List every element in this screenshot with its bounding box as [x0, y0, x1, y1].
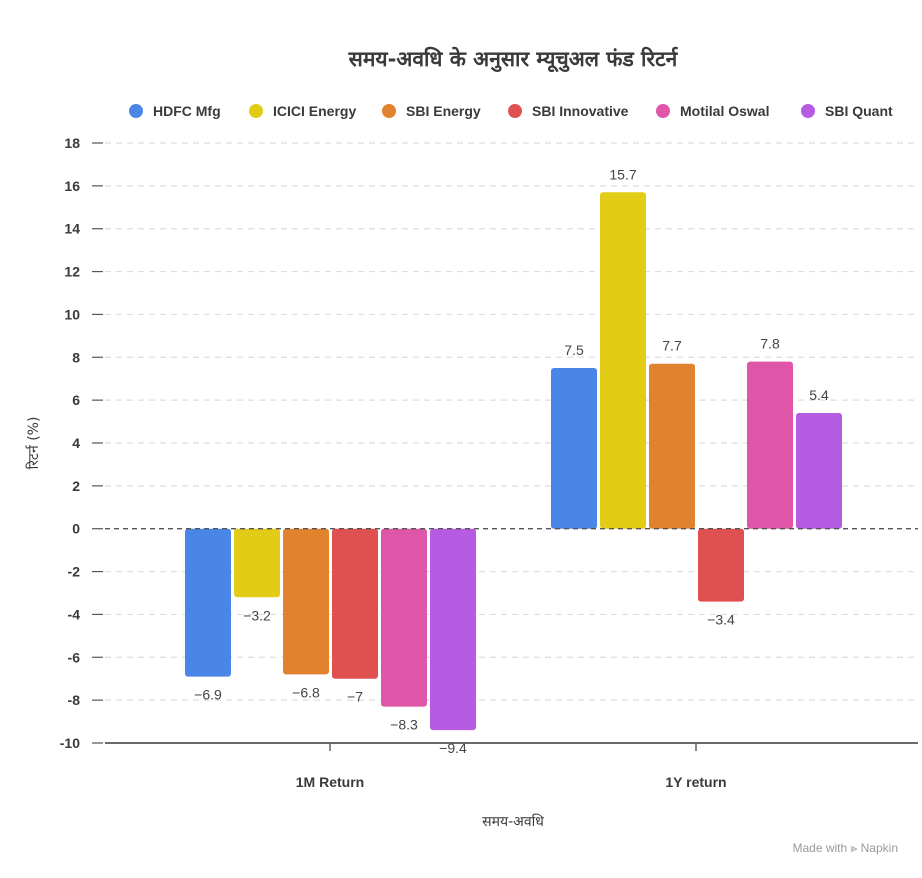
- legend-marker: [129, 104, 143, 118]
- value-label: −8.3: [390, 717, 418, 733]
- y-tick-label: 14: [64, 221, 80, 237]
- value-label: 7.7: [662, 338, 682, 354]
- legend-marker: [801, 104, 815, 118]
- bar: [283, 528, 329, 675]
- y-tick-label: 12: [64, 264, 80, 280]
- legend-label: ICICI Energy: [273, 103, 356, 119]
- value-label: −3.4: [707, 612, 735, 628]
- bar: [747, 361, 793, 529]
- legend-label: Motilal Oswal: [680, 103, 769, 119]
- bar: [698, 528, 744, 602]
- value-label: −3.2: [243, 607, 271, 623]
- value-label: 7.5: [564, 342, 584, 358]
- value-label: −7: [347, 689, 363, 705]
- bar: [234, 528, 280, 598]
- legend-marker: [249, 104, 263, 118]
- y-tick-label: -10: [60, 735, 80, 751]
- value-label: −6.8: [292, 684, 320, 700]
- y-axis-ticks: 18 16 14 12 10 8 6 4 2 0 -2 -4 -6 -8 -10: [60, 135, 103, 751]
- value-labels: −6.9 −3.2 −6.8 −7 −8.3 −9.4 7.5 15.7 7.7 −3.4 7.8 5…: [194, 166, 829, 756]
- made-with-text: Made with: [792, 841, 848, 855]
- bar: [551, 368, 597, 529]
- axes: [105, 528, 918, 744]
- y-tick-label: -8: [68, 692, 81, 708]
- legend: HDFC Mfg ICICI Energy SBI Energy SBI Innova…: [129, 103, 893, 119]
- legend-marker: [508, 104, 522, 118]
- bars: [185, 192, 842, 731]
- y-tick-label: -4: [68, 606, 81, 622]
- y-tick-label: -2: [68, 564, 81, 580]
- value-label: 5.4: [809, 387, 829, 403]
- legend-label: SBI Energy: [406, 103, 481, 119]
- value-label: −6.9: [194, 687, 222, 703]
- legend-label: SBI Quant: [825, 103, 893, 119]
- bar: [649, 363, 695, 529]
- y-tick-label: 0: [72, 521, 80, 537]
- value-label: 15.7: [609, 166, 636, 182]
- y-tick-label: 18: [64, 135, 80, 151]
- bar: [796, 413, 842, 529]
- y-tick-label: 16: [64, 178, 80, 194]
- bar: [332, 528, 378, 679]
- bar: [381, 528, 427, 707]
- y-tick-label: 4: [72, 435, 80, 451]
- y-tick-label: -6: [68, 649, 81, 665]
- y-tick-label: 2: [72, 478, 80, 494]
- watermark: Made with ⪢ Napkin: [792, 841, 898, 856]
- bar: [600, 192, 646, 529]
- legend-marker: [656, 104, 670, 118]
- legend-label: SBI Innovative: [532, 103, 629, 119]
- chart-title: समय-अवधि के अनुसार म्यूचुअल फंड रिटर्न: [348, 46, 679, 73]
- y-axis-title: रिटर्न (%): [25, 417, 42, 470]
- y-tick-label: 10: [64, 306, 80, 322]
- value-label: −9.4: [439, 740, 467, 756]
- y-tick-label: 6: [72, 392, 80, 408]
- brand-text: Napkin: [860, 841, 898, 855]
- legend-marker: [382, 104, 396, 118]
- bar: [185, 528, 231, 677]
- y-tick-label: 8: [72, 349, 80, 365]
- x-category-label: 1Y return: [665, 774, 726, 790]
- value-label: 7.8: [760, 336, 780, 352]
- legend-label: HDFC Mfg: [153, 103, 221, 119]
- category-labels: 1M Return 1Y return: [296, 743, 727, 790]
- x-category-label: 1M Return: [296, 774, 364, 790]
- x-axis-title: समय-अवधि: [482, 813, 544, 830]
- bar: [430, 528, 476, 731]
- napkin-logo-icon: ⪢: [850, 841, 858, 855]
